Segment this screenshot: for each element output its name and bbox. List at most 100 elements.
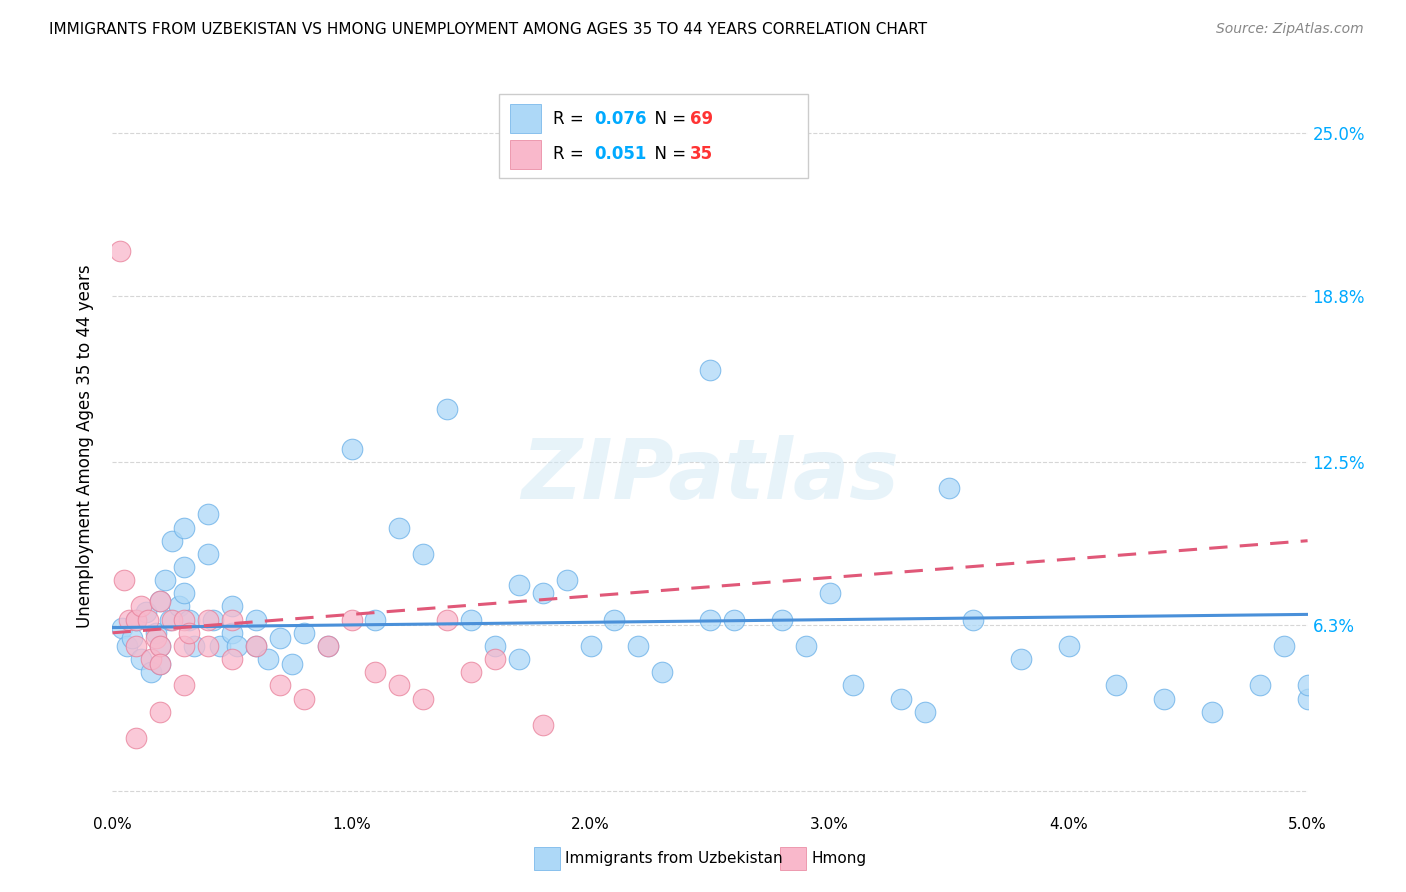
- Point: [173, 560, 195, 574]
- Text: ZIPatlas: ZIPatlas: [522, 434, 898, 516]
- Point: [129, 652, 152, 666]
- Point: [197, 547, 219, 561]
- Point: [914, 705, 936, 719]
- Text: IMMIGRANTS FROM UZBEKISTAN VS HMONG UNEMPLOYMENT AMONG AGES 35 TO 44 YEARS CORRE: IMMIGRANTS FROM UZBEKISTAN VS HMONG UNEM…: [49, 22, 928, 37]
- Point: [484, 652, 506, 666]
- Point: [388, 678, 411, 692]
- Point: [135, 605, 157, 619]
- Point: [129, 599, 152, 614]
- Point: [508, 578, 530, 592]
- Point: [340, 613, 363, 627]
- Point: [436, 613, 458, 627]
- Point: [340, 442, 363, 456]
- Point: [436, 402, 458, 417]
- Text: R =: R =: [553, 145, 589, 163]
- Point: [201, 613, 224, 627]
- Point: [183, 639, 205, 653]
- Point: [108, 244, 131, 259]
- Point: [555, 573, 578, 587]
- Point: [603, 613, 626, 627]
- Text: 35: 35: [690, 145, 713, 163]
- Point: [221, 652, 243, 666]
- Point: [316, 639, 339, 653]
- Point: [257, 652, 280, 666]
- Text: R =: R =: [553, 110, 589, 128]
- Point: [269, 631, 291, 645]
- Point: [221, 613, 243, 627]
- Point: [890, 691, 912, 706]
- Point: [177, 625, 200, 640]
- Point: [1105, 678, 1128, 692]
- Point: [149, 594, 172, 608]
- Point: [531, 586, 554, 600]
- Point: [162, 613, 183, 627]
- Point: [1153, 691, 1175, 706]
- Point: [962, 613, 984, 627]
- Point: [388, 520, 411, 534]
- Text: N =: N =: [644, 145, 692, 163]
- Point: [118, 613, 141, 627]
- Point: [794, 639, 817, 653]
- Text: Source: ZipAtlas.com: Source: ZipAtlas.com: [1216, 22, 1364, 37]
- Point: [125, 731, 148, 745]
- Text: N =: N =: [644, 110, 692, 128]
- Point: [364, 613, 387, 627]
- Point: [221, 599, 243, 614]
- Text: 69: 69: [690, 110, 713, 128]
- Point: [159, 613, 181, 627]
- Y-axis label: Unemployment Among Ages 35 to 44 years: Unemployment Among Ages 35 to 44 years: [76, 264, 94, 628]
- Point: [460, 665, 482, 680]
- Point: [173, 678, 195, 692]
- Point: [149, 639, 172, 653]
- Point: [138, 613, 160, 627]
- Point: [125, 613, 148, 627]
- Point: [177, 613, 200, 627]
- Point: [531, 718, 554, 732]
- Point: [149, 657, 172, 672]
- Point: [1296, 678, 1319, 692]
- Point: [1057, 639, 1080, 653]
- Point: [149, 594, 172, 608]
- Point: [245, 639, 267, 653]
- Point: [149, 705, 172, 719]
- Point: [173, 586, 195, 600]
- Point: [197, 613, 219, 627]
- Point: [125, 613, 148, 627]
- Point: [169, 599, 191, 614]
- Point: [114, 573, 135, 587]
- Point: [173, 520, 195, 534]
- Point: [225, 639, 247, 653]
- Point: [139, 665, 162, 680]
- Text: Immigrants from Uzbekistan: Immigrants from Uzbekistan: [565, 851, 783, 865]
- Point: [364, 665, 387, 680]
- Point: [412, 547, 434, 561]
- Point: [316, 639, 339, 653]
- Point: [149, 639, 172, 653]
- Point: [508, 652, 530, 666]
- Point: [197, 508, 219, 522]
- Point: [699, 362, 721, 376]
- Point: [818, 586, 841, 600]
- Text: 0.051: 0.051: [595, 145, 647, 163]
- Point: [173, 639, 195, 653]
- Point: [723, 613, 745, 627]
- Point: [1296, 691, 1319, 706]
- Point: [245, 639, 267, 653]
- Point: [115, 639, 138, 653]
- Point: [1010, 652, 1032, 666]
- Point: [579, 639, 602, 653]
- Point: [292, 691, 315, 706]
- Point: [627, 639, 650, 653]
- Point: [145, 625, 167, 640]
- Point: [245, 613, 267, 627]
- Point: [292, 625, 315, 640]
- Point: [121, 631, 143, 645]
- Point: [484, 639, 506, 653]
- Text: 0.076: 0.076: [595, 110, 647, 128]
- Point: [770, 613, 793, 627]
- Point: [1272, 639, 1295, 653]
- Point: [153, 573, 176, 587]
- Point: [938, 481, 960, 495]
- Point: [460, 613, 482, 627]
- Point: [412, 691, 434, 706]
